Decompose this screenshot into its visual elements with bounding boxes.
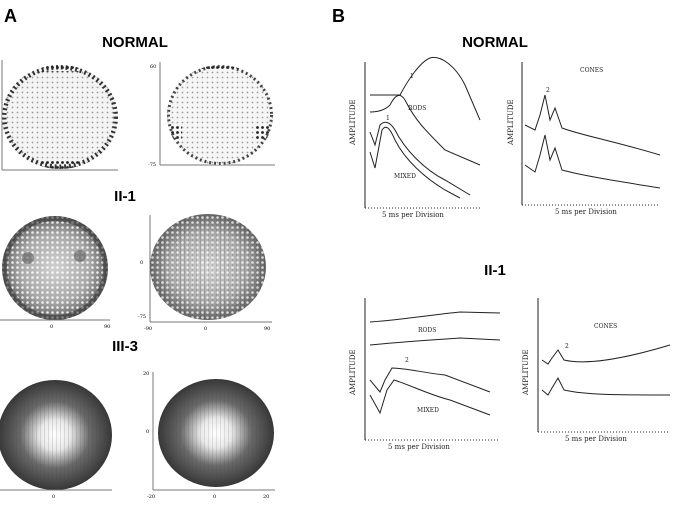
peak-label: 1: [386, 115, 390, 122]
mixed-label: MIXED: [417, 407, 439, 414]
tick-label: 0: [213, 494, 216, 500]
panel-b-erg-traces: AMPLITUDE AMPLITUDE AMPLITUDE AMPLITUDE …: [349, 56, 671, 451]
panel-b-ii1-title: II-1: [484, 262, 506, 279]
panel-a-ii1-title: II-1: [114, 188, 136, 205]
tick-label: 20: [143, 371, 149, 377]
tick-label: 0: [50, 324, 53, 330]
ii1-field-left: 0 90: [0, 216, 110, 330]
division-label: 5 ms per Division: [382, 211, 444, 219]
tick-label: 0: [52, 494, 55, 500]
cones-label: CONES: [594, 323, 617, 330]
tick-label: 90: [104, 324, 110, 330]
tick-label: 0: [146, 429, 149, 435]
tick-label: -90: [144, 326, 152, 332]
tick-label: -20: [147, 494, 155, 500]
tick-label: -75: [138, 314, 146, 320]
normal-field-right: 60 -75: [148, 62, 275, 168]
division-label: 5 ms per Division: [555, 208, 617, 216]
panel-b-letter: B: [332, 6, 345, 26]
division-label: 5 ms per Division: [388, 443, 450, 451]
tick-label: 0: [204, 326, 207, 332]
erg-normal-right: [521, 62, 661, 206]
erg-ii1-left: [364, 298, 501, 441]
erg-ii1-right: [537, 298, 671, 433]
peak-label: 2: [565, 343, 569, 350]
rods-label: RODS: [418, 327, 436, 334]
panel-a-field-plots: 60 -75 0 90 0 -75 -90 0 90: [0, 60, 275, 500]
iii3-field-right: 20 0 -20 0 20: [143, 371, 275, 500]
tick-label: 90: [264, 326, 270, 332]
tick-label: 0: [140, 260, 143, 266]
ii1-field-right: 0 -75 -90 0 90: [138, 214, 272, 332]
amplitude-label: AMPLITUDE: [349, 349, 357, 396]
panel-b-normal-title: NORMAL: [462, 34, 528, 51]
panel-a-normal-title: NORMAL: [102, 34, 168, 51]
panel-a-iii3-title: III-3: [112, 338, 138, 355]
peak-label: 2: [405, 357, 409, 364]
peak-label: 2: [546, 87, 550, 94]
amplitude-label: AMPLITUDE: [522, 349, 530, 396]
amplitude-label: AMPLITUDE: [507, 99, 515, 146]
erg-normal-left: [364, 56, 481, 209]
amplitude-label: AMPLITUDE: [349, 99, 357, 146]
iii3-field-left: 0: [0, 380, 112, 500]
panel-a-letter: A: [4, 6, 17, 26]
normal-field-left: [1, 60, 118, 171]
cones-label: CONES: [580, 67, 603, 74]
tick-label: -75: [148, 162, 156, 168]
rods-label: RODS: [408, 105, 426, 112]
mixed-label: MIXED: [394, 173, 416, 180]
tick-label: 20: [263, 494, 269, 500]
peak-label: 1: [410, 73, 414, 80]
division-label: 5 ms per Division: [565, 435, 627, 443]
tick-label: 60: [150, 64, 156, 70]
